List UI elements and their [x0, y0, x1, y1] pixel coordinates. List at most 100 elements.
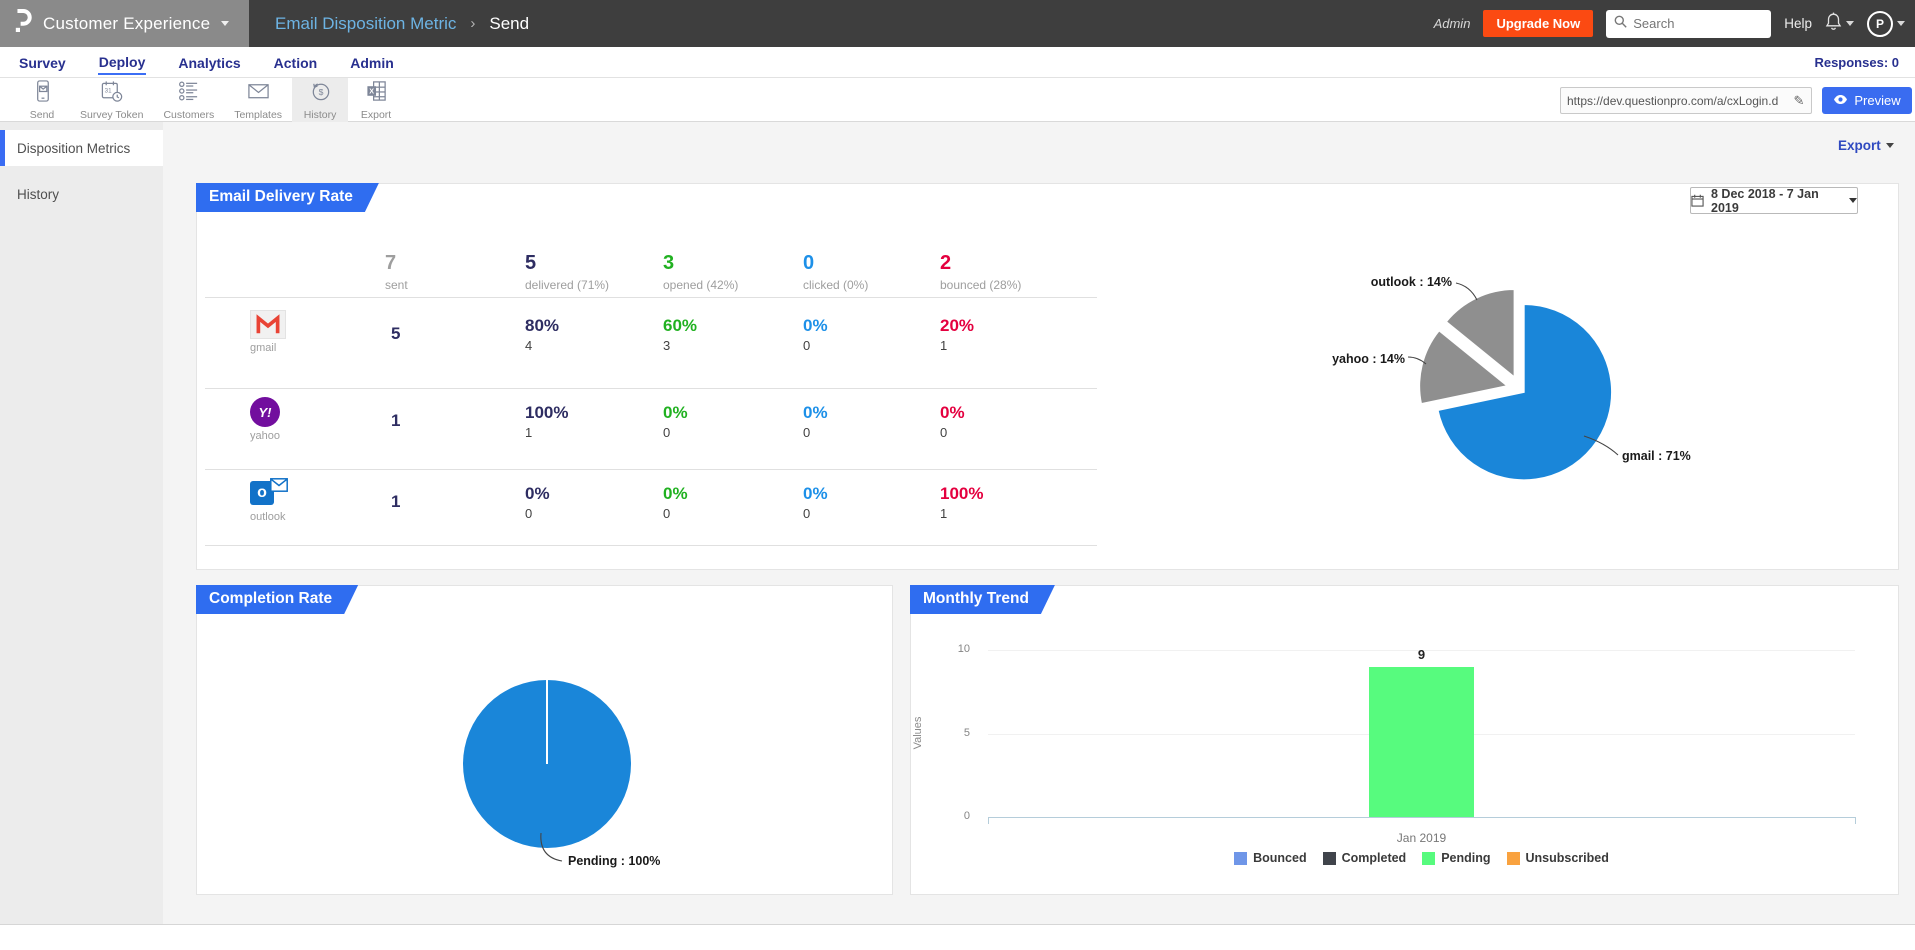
outlook-icon: o: [250, 478, 294, 508]
cell-count: 0: [525, 506, 533, 521]
upgrade-now-button[interactable]: Upgrade Now: [1483, 10, 1594, 37]
legend-completed[interactable]: Completed: [1322, 851, 1406, 865]
pie-slice-yahoo: [1418, 329, 1510, 405]
cell-percent: 0%: [663, 484, 688, 503]
toolbar-item-history[interactable]: $ History: [292, 78, 349, 122]
admin-link[interactable]: Admin: [1433, 16, 1471, 31]
bar-pending: [1369, 666, 1474, 817]
toolbar-item-label: Templates: [234, 108, 283, 121]
toolbar-item-label: Export: [360, 108, 392, 121]
left-sidebar: Disposition Metrics History: [0, 122, 163, 924]
date-range-picker[interactable]: 8 Dec 2018 - 7 Jan 2019: [1690, 186, 1858, 215]
provider-name: yahoo: [250, 430, 280, 442]
cell-count: 0: [940, 425, 948, 440]
survey-url-input[interactable]: [1561, 93, 1787, 108]
toolbar-item-export[interactable]: X Export: [348, 78, 404, 122]
sidebar-item-history[interactable]: History: [0, 176, 163, 212]
cell-percent: 0%: [525, 484, 550, 503]
pie-slice-gmail: [1436, 303, 1613, 481]
summary-clicked: 0 clicked (0%): [803, 252, 868, 292]
svg-text:31: 31: [105, 87, 112, 94]
breadcrumb: Email Disposition Metric › Send: [275, 0, 529, 47]
pie-slice-outlook: [1444, 288, 1516, 379]
cell-sent: 5: [391, 324, 401, 343]
nav-item-action[interactable]: Action: [273, 55, 318, 71]
summary-value: 3: [663, 252, 675, 274]
y-tick-label: 10: [957, 643, 970, 655]
top-header: Customer Experience Email Disposition Me…: [0, 0, 1915, 47]
send-phone-icon: [31, 79, 54, 108]
summary-delivered: 5 delivered (71%): [525, 252, 609, 292]
y-axis-title: Values: [912, 716, 924, 750]
notifications-button[interactable]: [1825, 12, 1854, 36]
cell-metric: 100% 1: [940, 484, 983, 521]
provider-name: outlook: [250, 511, 286, 523]
main-nav: Survey Deploy Analytics Action Admin Respons…: [0, 47, 1915, 78]
summary-bounced: 2 bounced (28%): [940, 252, 1021, 292]
gridline: [988, 650, 1855, 651]
sidebar-item-label: History: [17, 186, 60, 202]
cell-metric: 0% 0: [803, 403, 828, 440]
x-axis-cap: [988, 817, 989, 824]
delivery-pie-chart: gmail : 71% yahoo : 14% outlook : 14%: [1332, 275, 1691, 481]
chevron-down-icon: [1897, 21, 1905, 26]
summary-label: opened (42%): [663, 278, 739, 292]
header-actions: Admin Upgrade Now Help P: [1434, 0, 1905, 47]
toolbar-item-templates[interactable]: Templates: [224, 78, 292, 122]
cell-count: 0: [803, 425, 811, 440]
help-link[interactable]: Help: [1784, 16, 1812, 31]
global-search: [1606, 9, 1772, 38]
nav-item-admin[interactable]: Admin: [350, 55, 394, 71]
search-input[interactable]: [1633, 16, 1754, 31]
toolbar-item-survey-token[interactable]: 31 Survey Token: [70, 78, 153, 122]
cell-metric: 100% 1: [525, 403, 568, 440]
table-row-gmail: gmail 5 80% 4 60% 3 0% 0 20% 1: [205, 300, 1097, 384]
cell-metric: 0% 0: [663, 403, 688, 440]
cell-percent: 0%: [803, 403, 828, 422]
delivery-summary-row: 7 sent 5 delivered (71%) 3 opened (42%) 0 click…: [205, 252, 1097, 298]
toolbar-item-label: Survey Token: [80, 108, 144, 121]
breadcrumb-separator: ›: [470, 15, 476, 32]
cell-percent: 0%: [803, 316, 828, 335]
cell-percent: 80%: [525, 316, 560, 335]
summary-sent: 7 sent: [385, 252, 408, 292]
toolbar-item-customers[interactable]: Customers: [153, 78, 224, 122]
chevron-down-icon: [221, 21, 230, 26]
nav-item-survey[interactable]: Survey: [19, 55, 66, 71]
edit-pencil-icon[interactable]: ✎: [1793, 92, 1805, 108]
responses-count: Responses: 0: [1814, 54, 1899, 70]
summary-value: 7: [385, 252, 397, 274]
summary-label: clicked (0%): [803, 278, 869, 292]
breadcrumb-current: Send: [489, 13, 530, 33]
account-menu[interactable]: P: [1867, 10, 1905, 37]
nav-item-analytics[interactable]: Analytics: [178, 55, 241, 71]
search-icon: [1614, 15, 1627, 33]
sidebar-item-disposition-metrics[interactable]: Disposition Metrics: [0, 130, 163, 166]
cell-metric: 0% 0: [663, 484, 688, 521]
legend-unsubscribed[interactable]: Unsubscribed: [1506, 851, 1609, 865]
legend-pending[interactable]: Pending: [1422, 851, 1491, 865]
summary-label: delivered (71%): [525, 278, 610, 292]
yahoo-icon: Y!: [250, 397, 280, 427]
legend-label: Pending: [1441, 851, 1491, 865]
date-range-label: 8 Dec 2018 - 7 Jan 2019: [1711, 186, 1819, 215]
y-tick-label: 5: [963, 726, 970, 739]
legend-bounced[interactable]: Bounced: [1234, 851, 1307, 865]
cell-count: 0: [803, 506, 811, 521]
summary-value: 0: [803, 252, 815, 274]
cell-percent: 60%: [663, 316, 698, 335]
breadcrumb-parent-link[interactable]: Email Disposition Metric: [275, 13, 457, 33]
preview-button[interactable]: Preview: [1822, 87, 1912, 114]
export-dropdown[interactable]: Export: [1838, 138, 1894, 153]
export-label: Export: [1838, 138, 1881, 153]
legend-label: Bounced: [1253, 851, 1307, 865]
export-excel-icon: X: [365, 79, 388, 108]
cell-count: 1: [525, 425, 533, 440]
toolbar-item-label: Customers: [163, 108, 215, 121]
svg-text:$: $: [318, 87, 323, 97]
toolbar-item-send[interactable]: Send: [14, 78, 70, 122]
nav-item-deploy[interactable]: Deploy: [97, 49, 147, 75]
workspace-switcher[interactable]: Customer Experience: [0, 0, 249, 47]
x-axis-cap: [1855, 817, 1856, 824]
